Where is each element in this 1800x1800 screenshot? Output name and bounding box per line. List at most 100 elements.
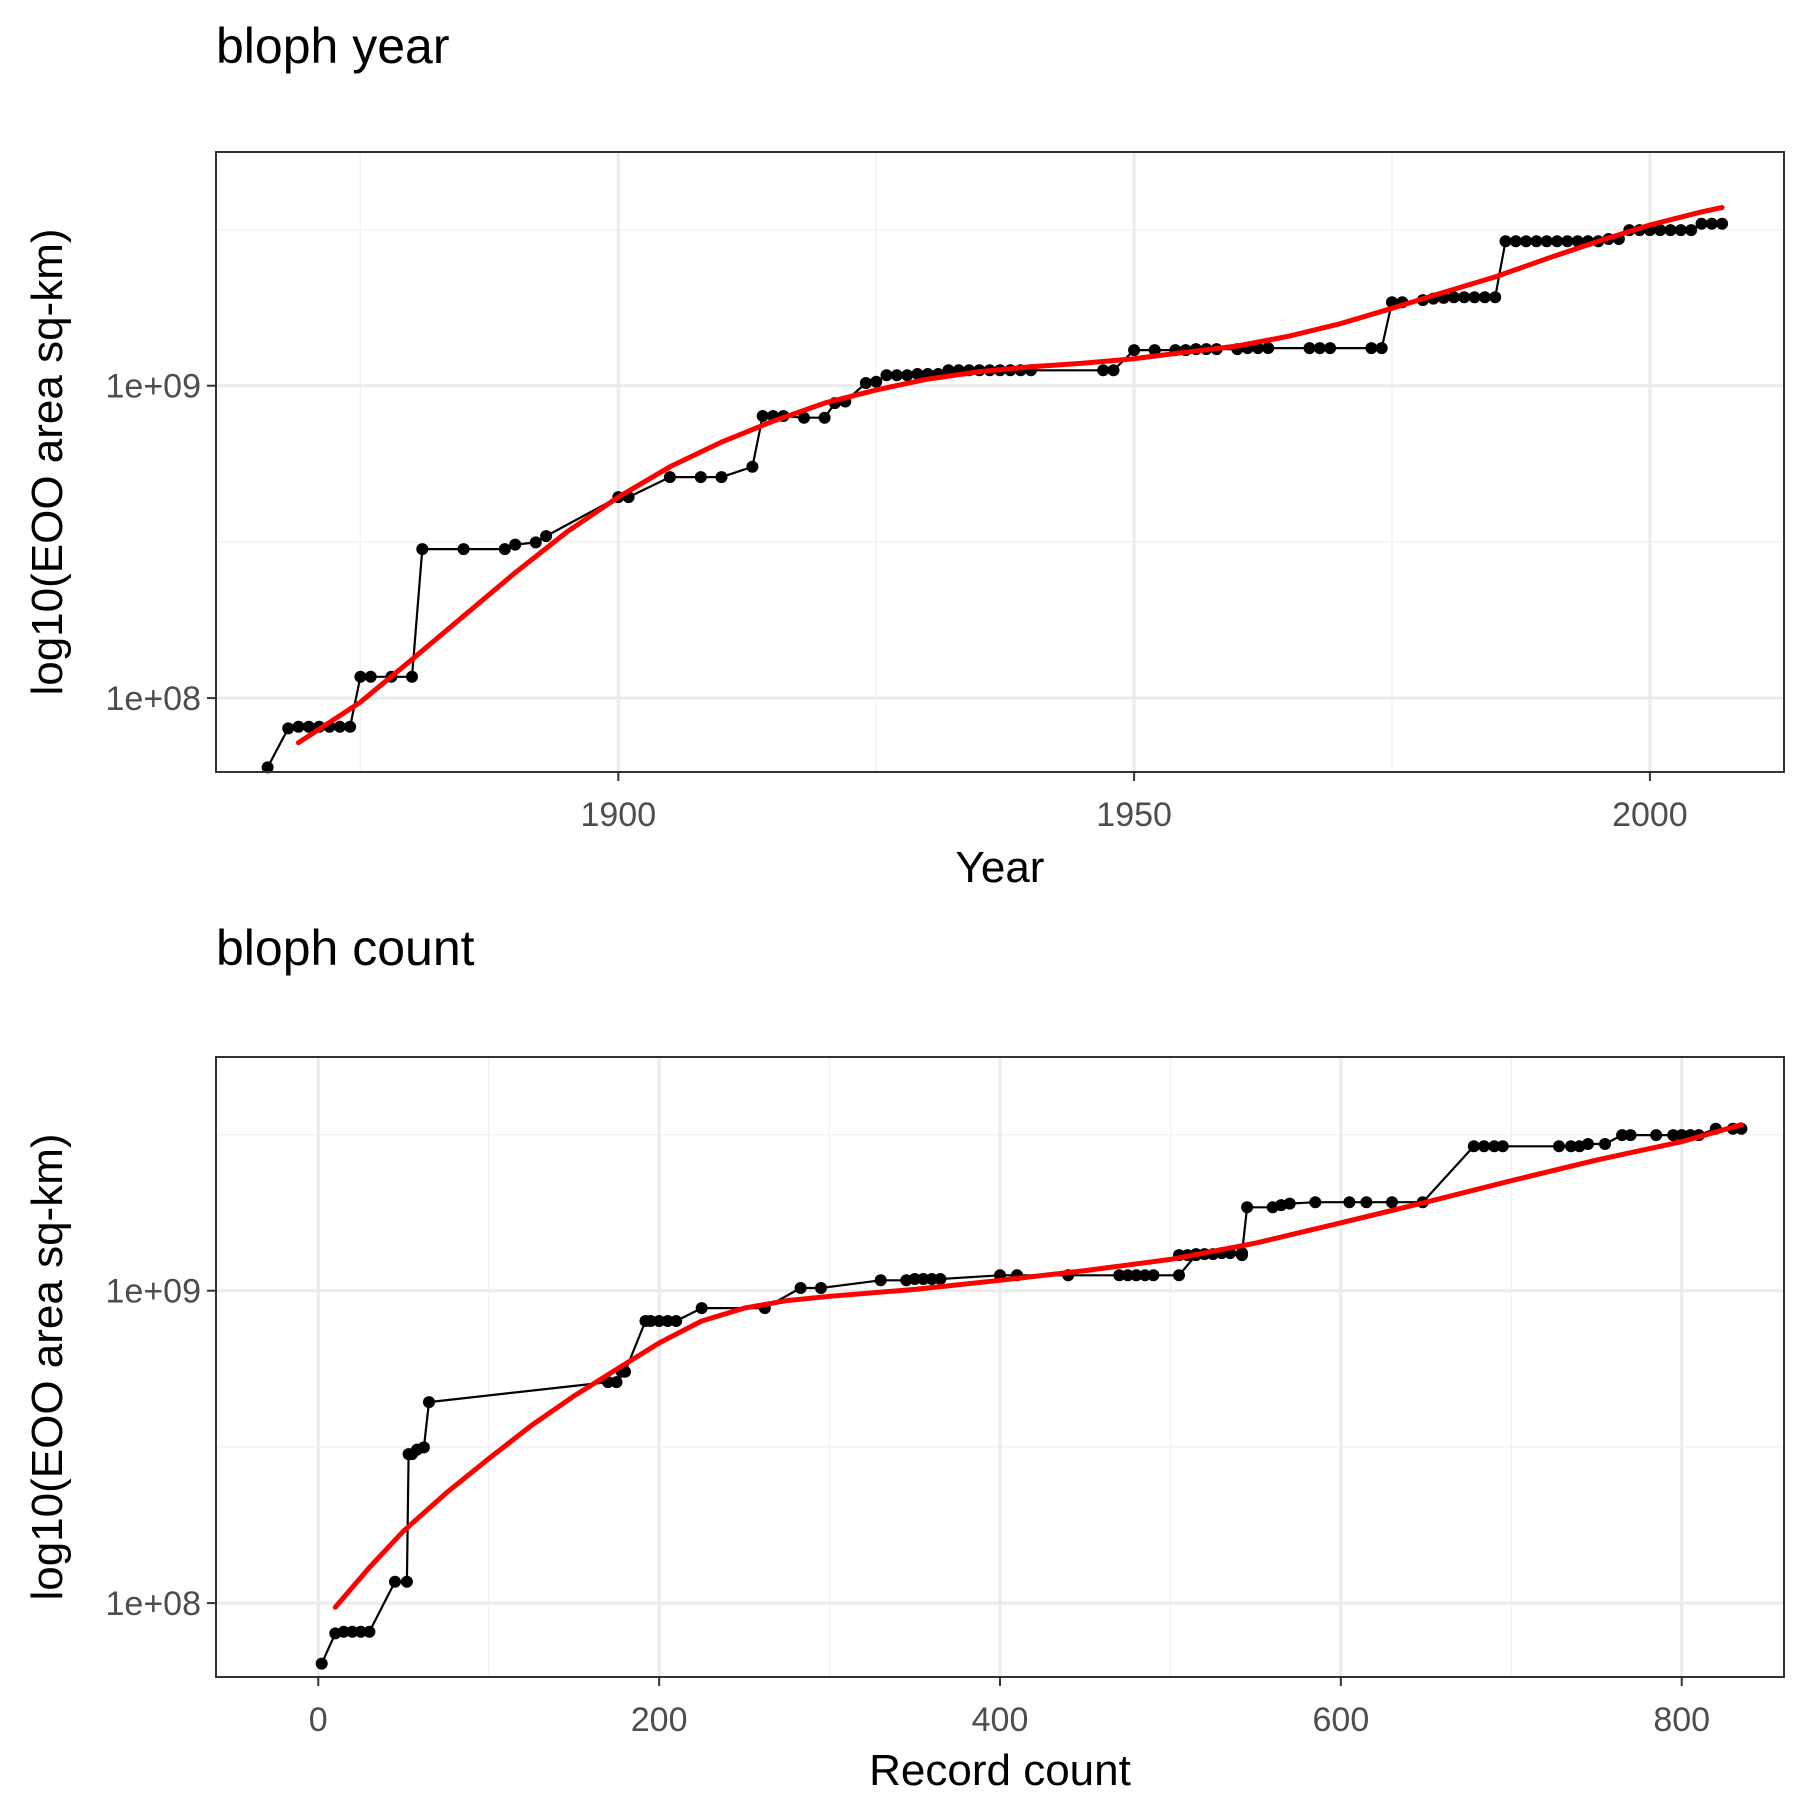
x-axis-title: Record count <box>869 1746 1131 1795</box>
plot-background <box>216 152 1784 772</box>
data-point <box>911 368 924 380</box>
data-point <box>406 670 418 683</box>
data-point <box>890 369 903 382</box>
data-point <box>292 720 305 733</box>
data-point <box>1654 224 1667 237</box>
data-point <box>498 543 511 556</box>
data-point <box>1520 235 1533 248</box>
data-point <box>1375 342 1388 355</box>
data-point <box>1360 1196 1373 1209</box>
data-point <box>1571 235 1584 248</box>
data-point <box>1695 217 1708 230</box>
y-axis-title: log10(EOO area sq-km) <box>23 228 72 695</box>
data-point <box>901 369 914 382</box>
data-point <box>1113 1269 1126 1282</box>
panel-bloph-count: bloph count 0 200 400 600 800 1e+08 1e+09 Rec… <box>23 920 1785 1795</box>
data-point <box>663 471 676 484</box>
data-point <box>1489 291 1502 304</box>
data-point <box>302 720 315 733</box>
x-axis-title: Year <box>956 843 1045 892</box>
data-point <box>261 761 274 774</box>
x-tick-label: 600 <box>1313 1701 1370 1739</box>
data-point <box>1685 224 1698 237</box>
data-point <box>1561 235 1574 248</box>
data-point <box>1458 291 1471 304</box>
data-point <box>1674 224 1687 237</box>
data-point <box>859 377 872 389</box>
data-point <box>1624 1129 1637 1142</box>
y-tick-label: 1e+09 <box>106 368 202 406</box>
data-point <box>1148 344 1161 357</box>
data-point <box>1499 235 1512 248</box>
data-point <box>1365 342 1378 355</box>
data-point <box>1236 1247 1248 1260</box>
data-point <box>870 375 883 388</box>
data-point <box>908 1273 921 1285</box>
smooth-trend-line <box>332 1122 1744 1610</box>
x-tick-label: 200 <box>631 1701 688 1739</box>
data-point <box>694 471 707 484</box>
data-point <box>1664 224 1677 237</box>
x-tick-label: 2000 <box>1612 796 1688 834</box>
data-point <box>344 720 357 733</box>
data-point <box>1324 342 1337 355</box>
data-point <box>798 411 810 424</box>
data-point <box>1478 291 1491 304</box>
data-point <box>363 1625 376 1638</box>
data-point <box>509 538 522 551</box>
data-point <box>1128 344 1141 357</box>
y-tick-label: 1e+08 <box>106 680 202 718</box>
data-point <box>1262 342 1275 355</box>
x-tick-label: 400 <box>972 1701 1029 1739</box>
data-point <box>1467 1140 1480 1153</box>
data-point <box>1313 342 1326 355</box>
data-point <box>416 543 429 556</box>
data-point <box>1716 217 1729 230</box>
data-point <box>1488 1140 1501 1153</box>
x-tick-label: 1900 <box>580 796 656 834</box>
y-tick-label: 1e+08 <box>106 1585 202 1623</box>
data-point <box>1303 342 1316 355</box>
data-point <box>354 670 367 683</box>
data-point <box>1447 291 1460 304</box>
data-point <box>934 1273 947 1285</box>
data-point <box>756 410 769 422</box>
x-axis-ticks: 0 200 400 600 800 <box>309 1677 1710 1739</box>
data-point <box>925 1273 938 1285</box>
x-tick-label: 0 <box>309 1701 328 1739</box>
data-point <box>661 1315 674 1327</box>
data-point <box>1675 1129 1688 1142</box>
data-point <box>354 1625 367 1638</box>
data-point <box>1509 235 1522 248</box>
data-point <box>1616 1129 1629 1142</box>
data-point <box>1097 364 1110 377</box>
data-point <box>1565 1140 1577 1153</box>
chart-title: bloph count <box>216 920 475 976</box>
data-point <box>315 1657 328 1670</box>
y-axis-title: log10(EOO area sq-km) <box>23 1133 72 1600</box>
data-point <box>794 1282 807 1294</box>
data-point <box>1540 235 1553 248</box>
data-point <box>695 1302 708 1315</box>
grid <box>216 1057 1784 1677</box>
data-point <box>1553 1140 1565 1153</box>
data-point <box>423 1396 435 1409</box>
data-point <box>670 1315 683 1327</box>
data-point <box>1478 1140 1490 1153</box>
data-point <box>1343 1196 1356 1209</box>
data-point <box>540 530 553 543</box>
y-tick-label: 1e+09 <box>106 1273 202 1311</box>
data-point <box>1582 1138 1594 1150</box>
data-point <box>364 670 377 683</box>
data-point <box>346 1625 359 1638</box>
data-point <box>1130 1269 1143 1282</box>
data-point <box>1107 364 1120 377</box>
data-point <box>1599 1138 1611 1150</box>
data-point <box>917 1273 930 1285</box>
data-point <box>1551 235 1564 248</box>
data-point <box>1468 291 1481 304</box>
data-point <box>715 471 728 484</box>
data-point <box>880 369 893 382</box>
